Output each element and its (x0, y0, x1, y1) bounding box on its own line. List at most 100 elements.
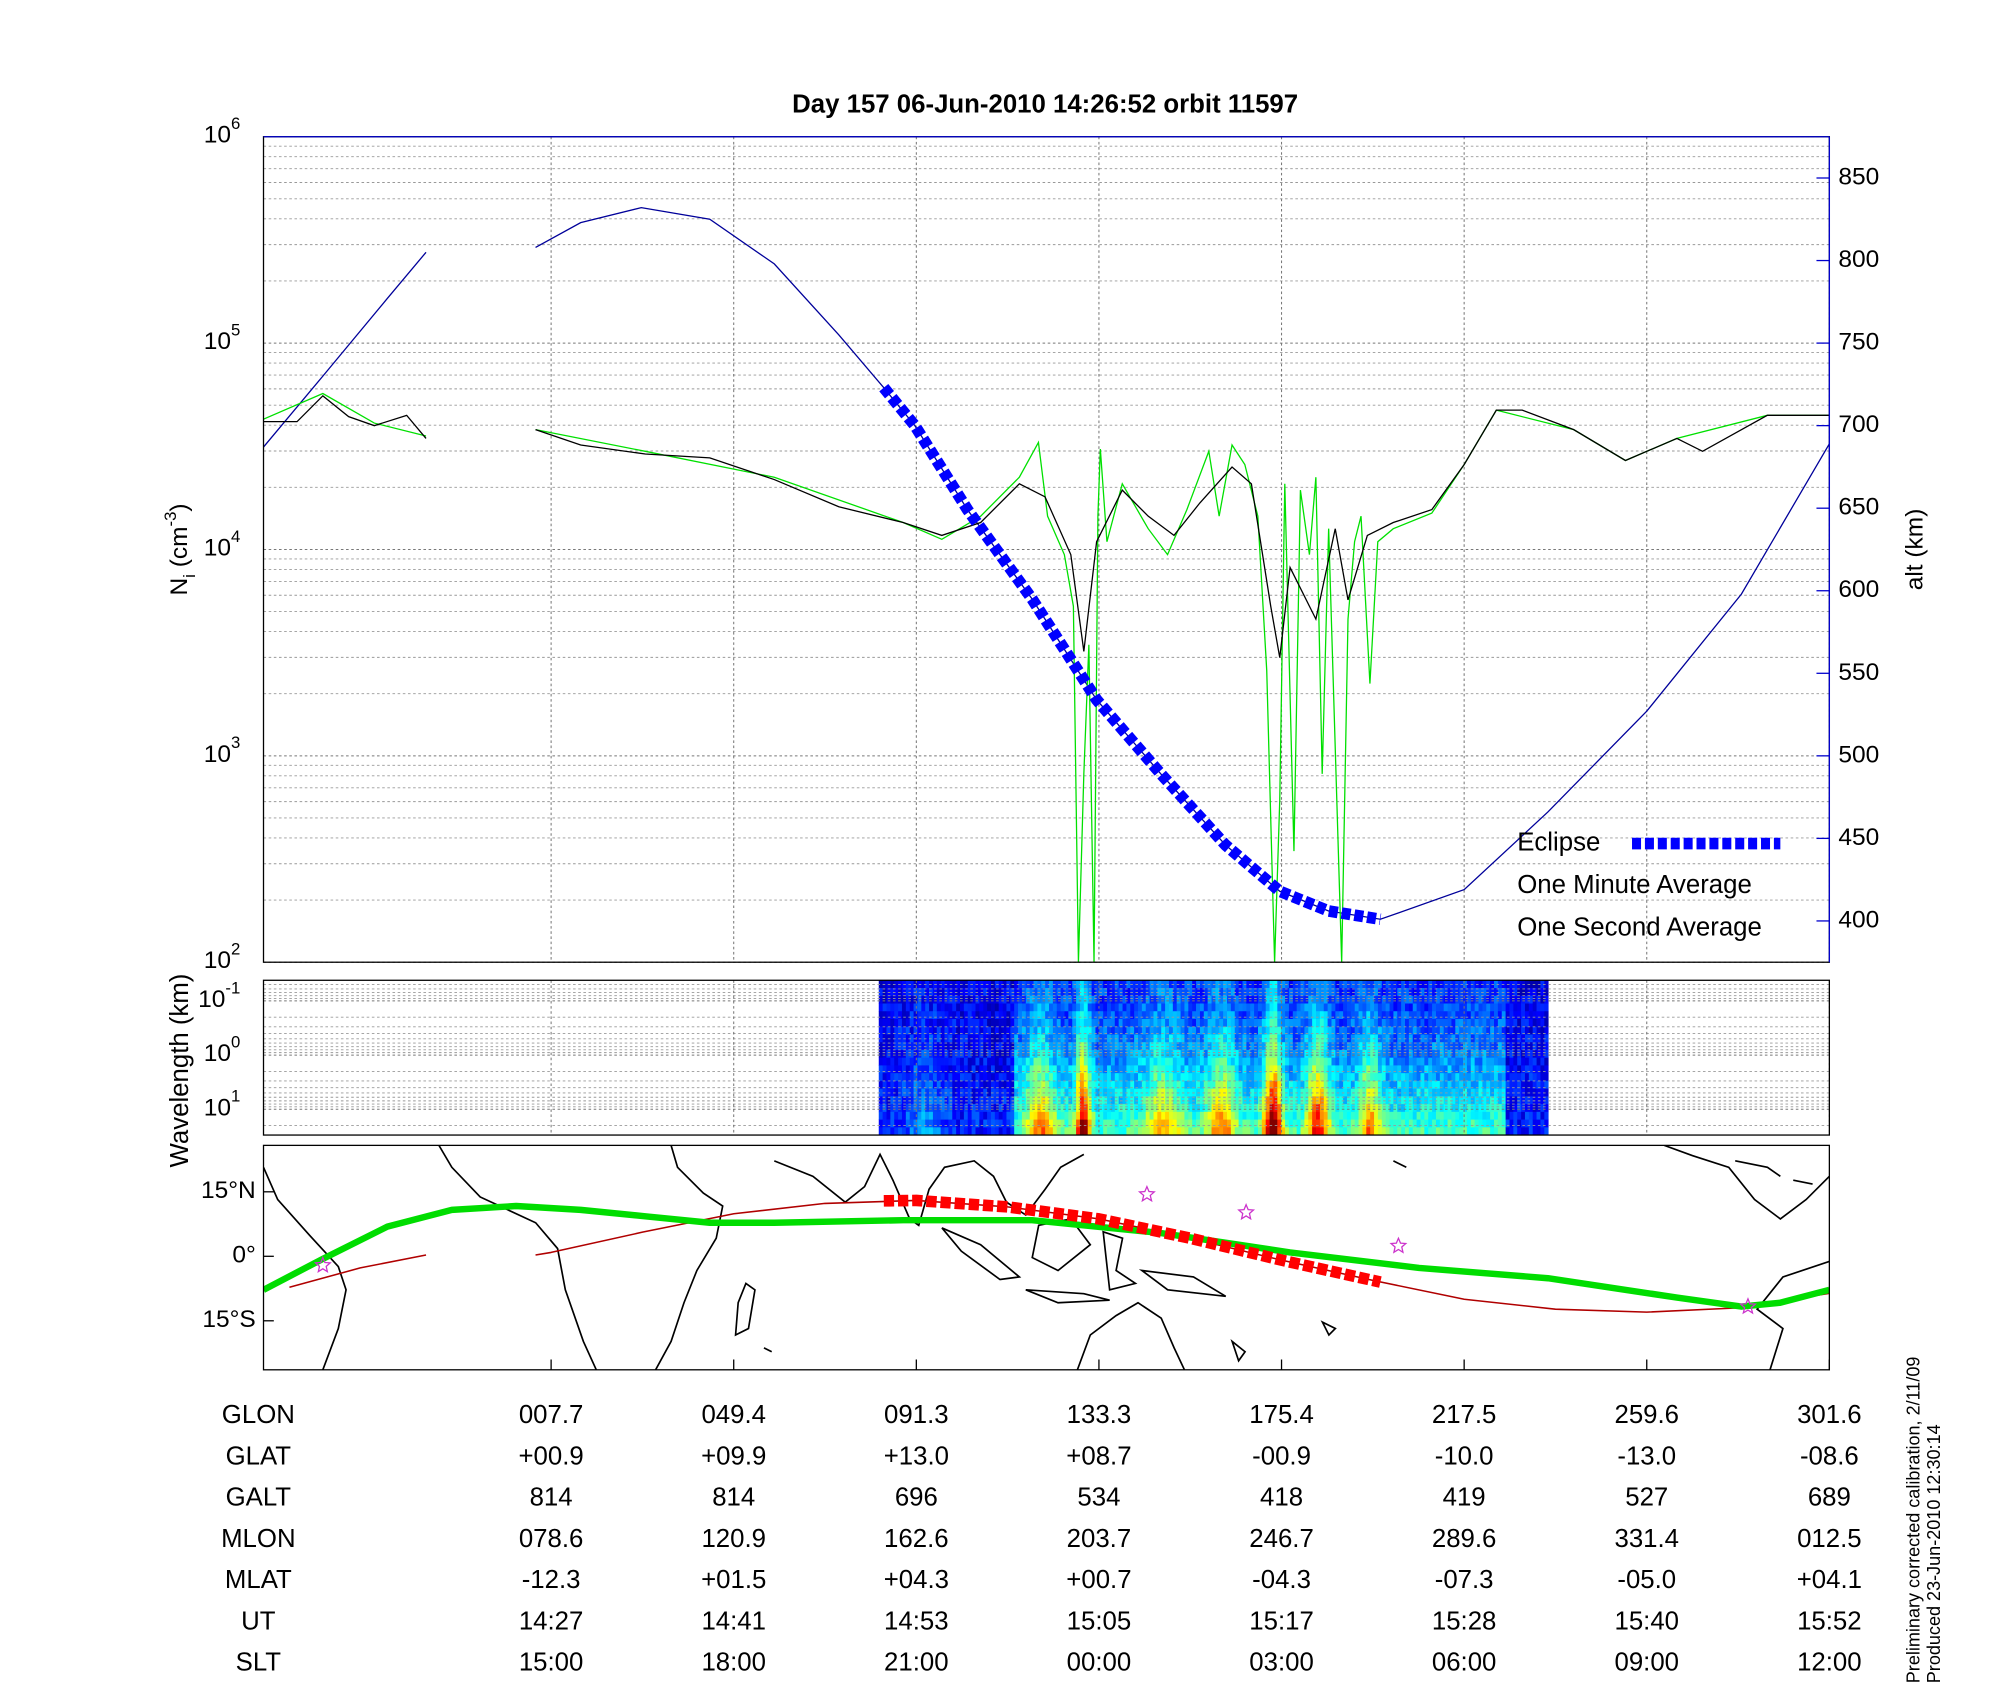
spectrogram-cell (1354, 1011, 1359, 1020)
spectrogram-cell (1091, 1018, 1096, 1028)
spectrogram-cell (1377, 1119, 1383, 1128)
spectrogram-cell (1033, 1088, 1038, 1097)
spectrogram-cell (1292, 1096, 1298, 1105)
spectrogram-cell (1339, 1003, 1344, 1012)
spectrogram-cell (1033, 1018, 1038, 1028)
spectrogram-cell (1463, 1088, 1468, 1097)
spectrogram-cell (1296, 988, 1301, 997)
spectrogram-cell (1312, 1088, 1317, 1097)
spectrogram-cell (1014, 1042, 1019, 1051)
spectrogram-cell (979, 1073, 984, 1082)
spectrogram-cell (1319, 1003, 1325, 1012)
spectrogram-cell (905, 1080, 911, 1090)
spectrogram-cell (1138, 1111, 1143, 1120)
spectrogram-cell (1277, 988, 1282, 997)
spectrogram-cell (1335, 1003, 1340, 1012)
spectrogram-cell (1227, 1080, 1232, 1090)
spectrogram-cell (886, 1049, 891, 1059)
spectrogram-cell (1138, 1073, 1143, 1082)
spectrogram-cell (1343, 1073, 1348, 1082)
spectrogram-cell (1366, 1096, 1371, 1105)
spectrogram-cell (890, 1065, 895, 1074)
spectrogram-cell (1203, 1049, 1209, 1059)
spectrogram-cell (1134, 1026, 1139, 1035)
table-cell: 21:00 (884, 1649, 949, 1677)
spectrogram-cell (1021, 1018, 1027, 1028)
spectrogram-cell (994, 1111, 1000, 1120)
spectrogram-cell (886, 1011, 891, 1020)
spectrogram-cell (936, 1104, 942, 1113)
spectrogram-cell (1107, 1111, 1112, 1120)
spectrogram-cell (1490, 1049, 1495, 1059)
spectrogram-cell (1219, 1034, 1224, 1043)
spectrogram-cell (1138, 1042, 1143, 1051)
spectrogram-cell (1482, 1088, 1487, 1097)
spectrogram-cell (983, 1119, 988, 1128)
spectrogram-cell (1265, 1026, 1270, 1035)
spectrogram-cell (990, 1111, 996, 1120)
spectrogram-cell (1335, 1026, 1340, 1035)
spectrogram-cell (1196, 1104, 1201, 1113)
spectrogram-cell (1524, 1042, 1530, 1051)
spectrogram-cell (925, 1018, 930, 1028)
spectrogram-cell (963, 1042, 969, 1051)
spectrogram-cell (1118, 1096, 1123, 1105)
spectrogram-cell (1401, 1003, 1406, 1012)
spectrogram-cell (1335, 1111, 1340, 1120)
spectrogram-cell (1455, 1127, 1460, 1136)
spectrogram-cell (1288, 1119, 1294, 1128)
spectrogram-cell (1536, 1127, 1541, 1136)
table-cell: 175.4 (1249, 1401, 1314, 1429)
spectrogram-cell (1172, 1080, 1178, 1090)
coastline (1663, 1145, 1830, 1220)
tick-label-base: 10 (204, 741, 231, 768)
spectrogram-cell (1014, 988, 1019, 997)
spectrogram-cell (1025, 1073, 1031, 1082)
spectrogram-cell (1134, 1111, 1139, 1120)
spectrogram-cell (1196, 1111, 1201, 1120)
spectrogram-cell (1532, 1042, 1537, 1051)
spectrogram-cell (1049, 1057, 1054, 1066)
table-cell: 012.5 (1797, 1525, 1862, 1553)
spectrogram-cell (1281, 1096, 1286, 1105)
spectrogram-cell (905, 1057, 911, 1066)
table-cell: -00.9 (1252, 1442, 1311, 1470)
spectrogram-cell (1265, 1088, 1270, 1097)
spectrogram-cell (1478, 1073, 1483, 1082)
spectrogram-cell (1424, 1042, 1429, 1051)
spectrogram-cell (901, 1073, 907, 1082)
star-marker (1237, 1203, 1256, 1221)
spectrogram-cell (1172, 1096, 1178, 1105)
spectrogram-cell (1544, 1080, 1549, 1090)
spectrogram-cell (1250, 1003, 1255, 1012)
spectrogram-cell (1165, 1011, 1170, 1020)
spectrogram-cell (960, 1111, 965, 1120)
spectrogram-cell (1207, 1111, 1212, 1120)
spectrogram-cell (1265, 1011, 1270, 1020)
spectrogram-cell (1343, 1088, 1348, 1097)
spectrogram-cell (1540, 1057, 1545, 1066)
spectrogram-cell (1033, 980, 1038, 989)
spectrogram-cell (1319, 1065, 1325, 1074)
spectrogram-cell (1463, 1119, 1468, 1128)
spectrogram-cell (1385, 988, 1390, 997)
spectrogram-cell (909, 1011, 914, 1020)
spectrogram-cell (1497, 1080, 1503, 1090)
spectrogram-cell (1052, 1057, 1058, 1066)
table-cell: 049.4 (701, 1401, 766, 1429)
spectrogram-cell (1501, 1073, 1507, 1082)
spectrogram-cell (925, 1088, 930, 1097)
y-tick-label: 0° (232, 1242, 255, 1269)
spectrogram-cell (963, 995, 969, 1004)
spectrogram-cell (925, 980, 930, 989)
spectrogram-cell (905, 1073, 911, 1082)
spectrogram-cell (1397, 1080, 1402, 1090)
spectrogram-cell (1393, 995, 1398, 1004)
spectrogram-cell (1308, 1080, 1313, 1090)
spectrogram-cell (1068, 1127, 1073, 1136)
spectrogram-cell (1184, 1026, 1189, 1035)
spectrogram-cell (1230, 1057, 1236, 1066)
spectrogram-cell (1346, 1065, 1352, 1074)
spectrogram-cell (1447, 1119, 1452, 1128)
spectrogram-cell (971, 1057, 976, 1066)
